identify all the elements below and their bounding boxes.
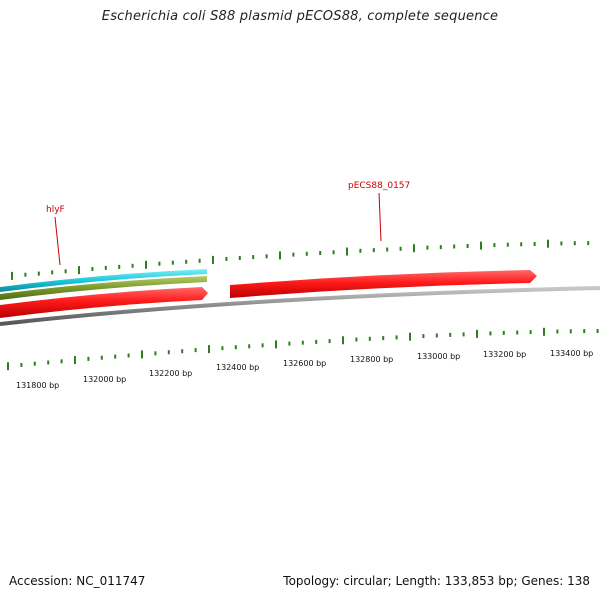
pECS88_0157-leader-line <box>378 192 382 242</box>
sequence-backbone <box>0 286 600 326</box>
inner-tick-marks <box>7 327 599 371</box>
gene-arrow-hlyF[interactable] <box>0 287 208 318</box>
scale-label-132800: 132800 bp <box>350 355 393 364</box>
scale-label-133000: 133000 bp <box>417 352 460 361</box>
scale-label-132000: 132000 bp <box>83 375 126 384</box>
cyan-feature-track <box>0 269 207 292</box>
scale-label-131800: 131800 bp <box>16 381 59 390</box>
scale-label-133400: 133400 bp <box>550 349 593 358</box>
outer-tick-marks <box>11 239 590 280</box>
gene-label-pECS88_0157[interactable]: pECS88_0157 <box>348 181 410 191</box>
hlyF-leader-line <box>54 216 61 266</box>
gene-arrow-pECS88_0157[interactable] <box>230 270 537 298</box>
scale-label-132600: 132600 bp <box>283 359 326 368</box>
accession-text: Accession: NC_011747 <box>9 574 146 588</box>
topology-summary: Topology: circular; Length: 133,853 bp; … <box>283 574 590 588</box>
gene-label-hlyF[interactable]: hlyF <box>46 205 65 215</box>
olive-feature-track <box>0 276 207 300</box>
map-title: Escherichia coli S88 plasmid pECOS88, co… <box>101 9 499 24</box>
scale-label-133200: 133200 bp <box>483 350 526 359</box>
scale-label-132200: 132200 bp <box>149 369 192 378</box>
scale-label-132400: 132400 bp <box>216 363 259 372</box>
